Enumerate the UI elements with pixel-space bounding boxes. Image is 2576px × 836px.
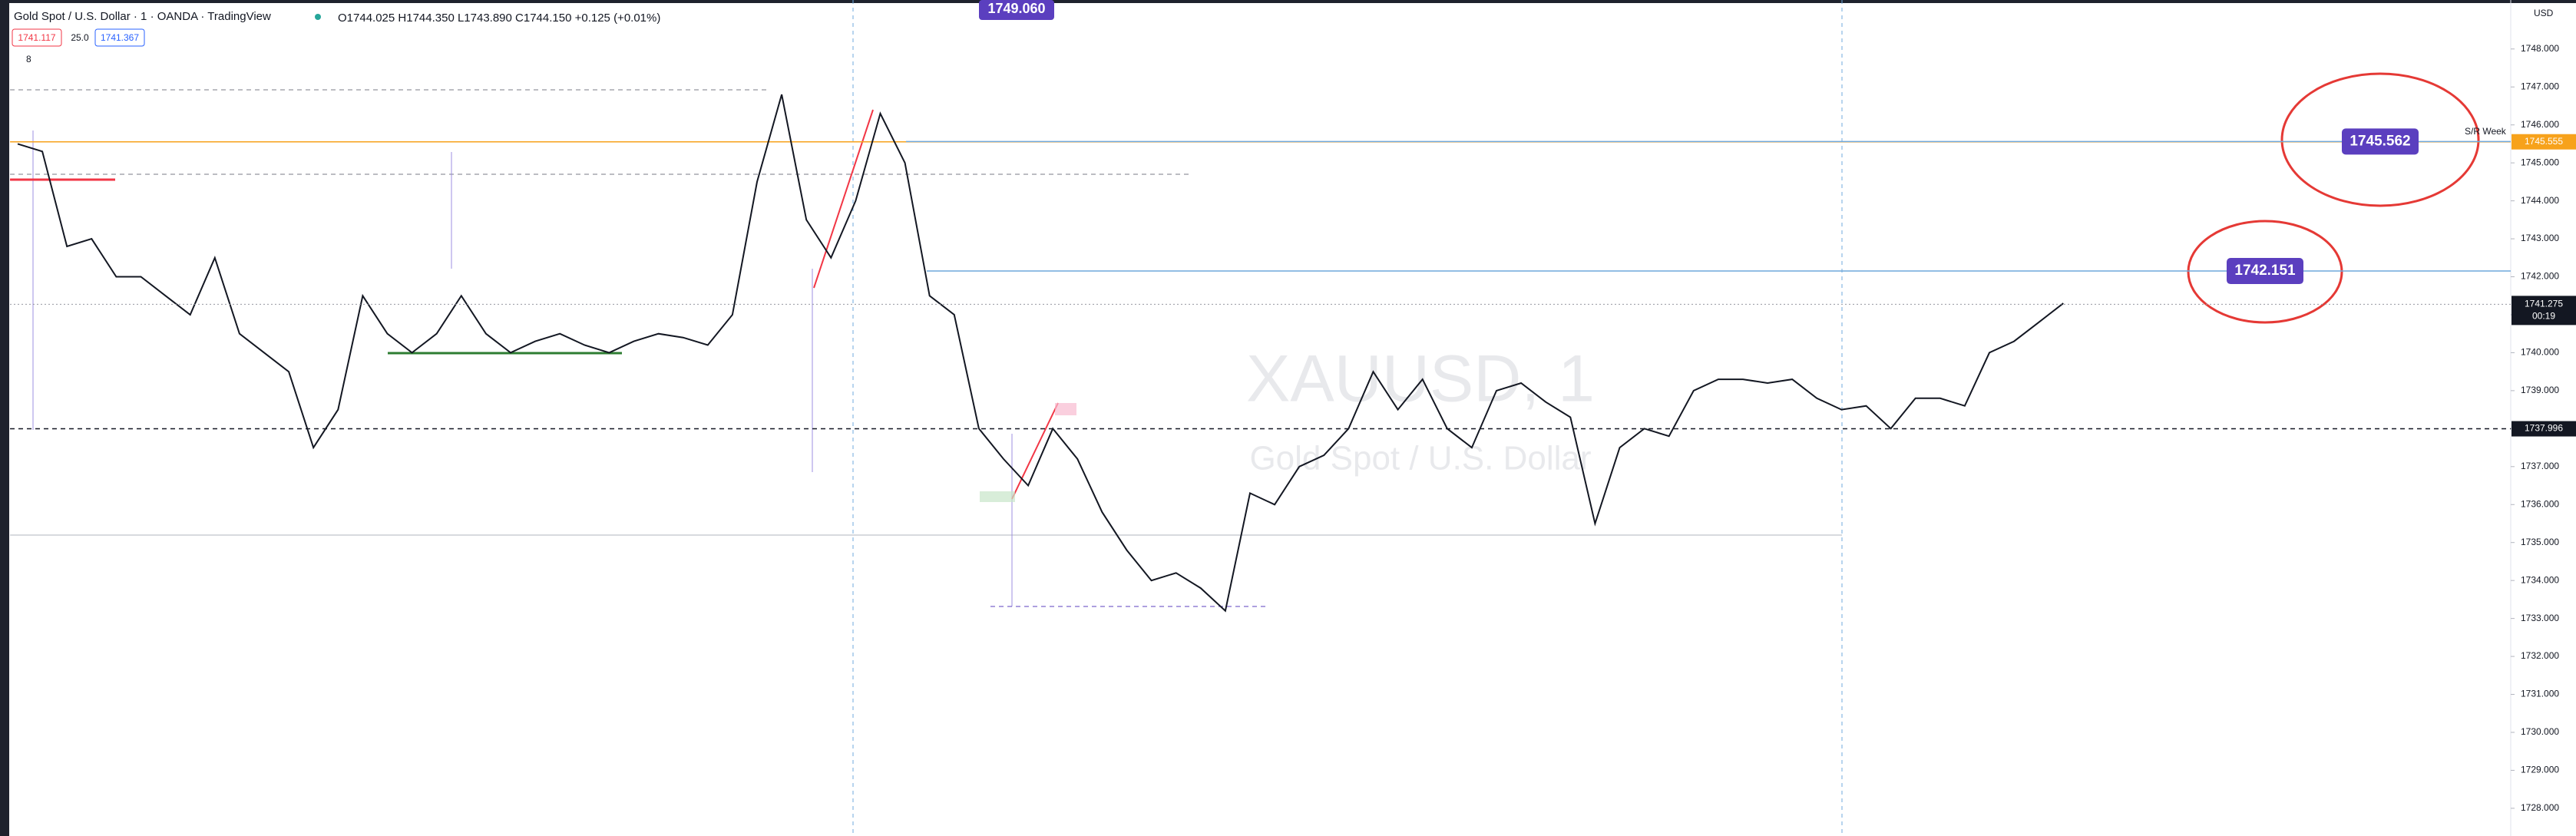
countdown: 00:19 xyxy=(2532,311,2555,322)
zone xyxy=(980,491,1015,502)
y-tick-label: 1734.000 xyxy=(2521,574,2559,585)
y-tick-label: 1745.000 xyxy=(2521,157,2559,167)
currency[interactable]: USD xyxy=(2534,8,2554,18)
callout-box xyxy=(2342,128,2419,155)
buy-box[interactable] xyxy=(94,28,145,47)
price-line xyxy=(17,94,2064,613)
y-tick-label: 1747.000 xyxy=(2521,81,2559,91)
symbol-title: Gold Spot / U.S. Dollar · 1 · OANDA · Tr… xyxy=(14,10,271,23)
level-label: 1737.996 xyxy=(2525,423,2563,434)
watermark: XAUUSD, 1 xyxy=(1246,342,1595,416)
indicator-count[interactable]: 8 xyxy=(26,54,31,64)
last-price-label: 1741.275 xyxy=(2525,299,2563,309)
y-tick-label: 1739.000 xyxy=(2521,385,2559,395)
highlight-circle xyxy=(2280,72,2480,207)
y-tick-label: 1730.000 xyxy=(2521,726,2559,737)
left-border xyxy=(0,0,9,836)
callout-box xyxy=(2227,258,2303,285)
y-tick-label: 1732.000 xyxy=(2521,650,2559,661)
y-tick-label: 1728.000 xyxy=(2521,802,2559,813)
y-tick-label: 1736.000 xyxy=(2521,498,2559,509)
watermark-subtitle: Gold Spot / U.S. Dollar xyxy=(1249,440,1591,477)
spread: 25.0 xyxy=(71,32,89,43)
y-tick-label: 1744.000 xyxy=(2521,195,2559,206)
y-tick-label: 1743.000 xyxy=(2521,233,2559,243)
callout-label: 1745.562 xyxy=(2349,133,2410,149)
top-border xyxy=(0,0,2576,3)
y-tick-label: 1735.000 xyxy=(2521,537,2559,547)
y-tick-label: 1742.000 xyxy=(2521,271,2559,282)
trend-line xyxy=(813,109,874,289)
level-label: 1745.555 xyxy=(2525,136,2563,147)
y-tick-label: 1740.000 xyxy=(2521,347,2559,358)
callout-label: 1742.151 xyxy=(2234,263,2296,279)
highlight-circle xyxy=(2187,220,2343,324)
last-price-box xyxy=(2512,296,2576,325)
crosshair-label-box xyxy=(979,0,1054,20)
level-label-box xyxy=(2512,421,2576,437)
y-tick-label: 1748.000 xyxy=(2521,43,2559,54)
zone xyxy=(1055,403,1076,415)
y-tick-label: 1731.000 xyxy=(2521,689,2559,699)
status-dot xyxy=(315,14,321,20)
trend-line xyxy=(1011,402,1059,500)
sr-label: S/R Week xyxy=(2465,126,2507,137)
y-tick-label: 1746.000 xyxy=(2521,119,2559,130)
ohlc: O1744.025 H1744.350 L1743.890 C1744.150 … xyxy=(338,12,660,25)
crosshair-label: 1749.060 xyxy=(987,1,1045,16)
sell-box[interactable] xyxy=(12,28,62,47)
buy-price[interactable]: 1741.367 xyxy=(101,32,139,43)
level-label-box xyxy=(2512,134,2576,150)
y-tick-label: 1733.000 xyxy=(2521,613,2559,623)
y-tick-label: 1729.000 xyxy=(2521,765,2559,775)
sell-price[interactable]: 1741.117 xyxy=(18,32,55,43)
y-tick-label: 1737.000 xyxy=(2521,461,2559,471)
